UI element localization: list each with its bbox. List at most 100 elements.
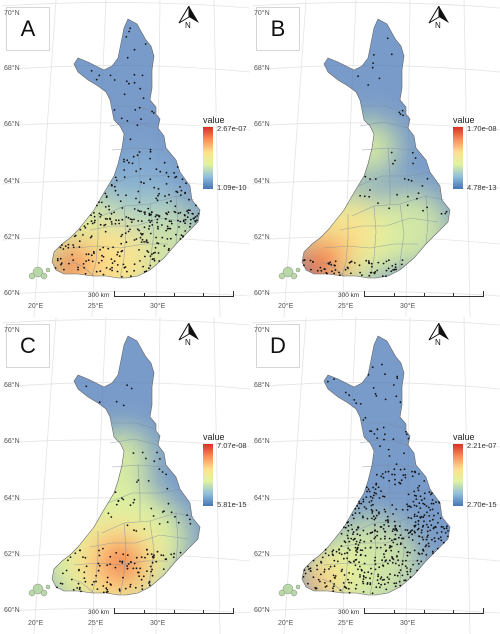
island-shape [290, 589, 298, 597]
observation-point [178, 226, 180, 228]
observation-point [169, 227, 172, 230]
observation-point [419, 507, 422, 510]
observation-point [413, 549, 416, 552]
scalebar-label: 300 km [338, 292, 360, 299]
observation-point [409, 568, 412, 570]
observation-point [324, 586, 327, 588]
observation-point [427, 542, 430, 545]
observation-point [109, 218, 112, 221]
observation-point [182, 220, 185, 223]
observation-point [110, 516, 113, 518]
observation-point [119, 200, 122, 203]
observation-point [442, 541, 445, 544]
observation-point [419, 516, 422, 518]
observation-point [168, 247, 170, 250]
observation-point [383, 556, 386, 558]
scalebar-label: 300 km [338, 609, 360, 616]
observation-point [126, 120, 129, 122]
observation-point [378, 512, 380, 515]
observation-point [324, 548, 327, 551]
observation-point [368, 274, 371, 277]
region-border [149, 520, 155, 587]
observation-point [98, 549, 100, 552]
observation-point [114, 491, 117, 494]
observation-point [351, 528, 354, 531]
observation-point [157, 252, 160, 254]
observation-point [407, 178, 410, 181]
observation-point [431, 538, 433, 541]
observation-point [417, 489, 420, 492]
observation-point [147, 251, 150, 254]
latitude-label: 60°N [4, 607, 20, 614]
observation-point [348, 261, 351, 264]
observation-point [320, 269, 323, 272]
heat-blob [304, 254, 328, 278]
observation-point [177, 219, 179, 222]
observation-point [354, 564, 357, 567]
observation-point [110, 212, 113, 215]
observation-point [61, 583, 64, 585]
observation-point [74, 234, 77, 237]
observation-point [62, 572, 64, 575]
observation-point [109, 74, 112, 77]
observation-point [181, 178, 184, 181]
observation-point [333, 378, 335, 380]
observation-point [175, 233, 177, 236]
observation-point [194, 220, 197, 222]
observation-point [447, 530, 449, 532]
observation-point [372, 515, 375, 518]
observation-point [418, 502, 421, 505]
observation-point [414, 157, 417, 159]
longitude-label: 25°E [338, 620, 354, 627]
observation-point [120, 242, 123, 245]
observation-point [118, 255, 121, 257]
island-shape [278, 589, 286, 597]
observation-point [147, 207, 150, 210]
observation-point [312, 576, 315, 579]
observation-point [129, 218, 132, 221]
observation-point [350, 260, 353, 263]
observation-point [391, 539, 393, 542]
observation-point [418, 484, 421, 487]
observation-point [398, 571, 401, 574]
observation-point [358, 502, 361, 505]
observation-point [141, 451, 144, 454]
observation-point [434, 540, 436, 543]
observation-point [155, 560, 158, 563]
observation-point [377, 261, 380, 264]
observation-point [149, 232, 152, 235]
observation-point [184, 222, 187, 225]
observation-point [399, 569, 402, 571]
observation-point [182, 235, 185, 238]
observation-point [324, 582, 326, 584]
observation-point [164, 218, 167, 220]
observation-point [165, 473, 168, 476]
observation-point [385, 260, 388, 263]
observation-point [303, 264, 305, 267]
observation-point [115, 219, 117, 222]
observation-point [332, 574, 335, 577]
observation-point [133, 218, 135, 221]
observation-point [56, 259, 59, 262]
observation-point [64, 245, 67, 248]
observation-point [388, 537, 391, 540]
observation-point [368, 490, 371, 493]
observation-point [397, 536, 400, 539]
scalebar-label: 300 km [88, 609, 110, 616]
observation-point [421, 185, 424, 187]
latitude-label: 64°N [4, 178, 20, 185]
observation-point [388, 455, 391, 457]
observation-point [388, 479, 391, 482]
observation-point [72, 589, 75, 591]
region-border [137, 464, 141, 521]
observation-point [118, 589, 121, 592]
graticule-line [1, 2, 250, 9]
observation-point [408, 505, 411, 508]
island-shape [40, 589, 48, 597]
observation-point [103, 224, 105, 227]
observation-point [371, 497, 374, 499]
observation-point [400, 479, 403, 482]
observation-point [110, 584, 112, 586]
observation-point [316, 568, 319, 571]
observation-point [76, 587, 79, 589]
